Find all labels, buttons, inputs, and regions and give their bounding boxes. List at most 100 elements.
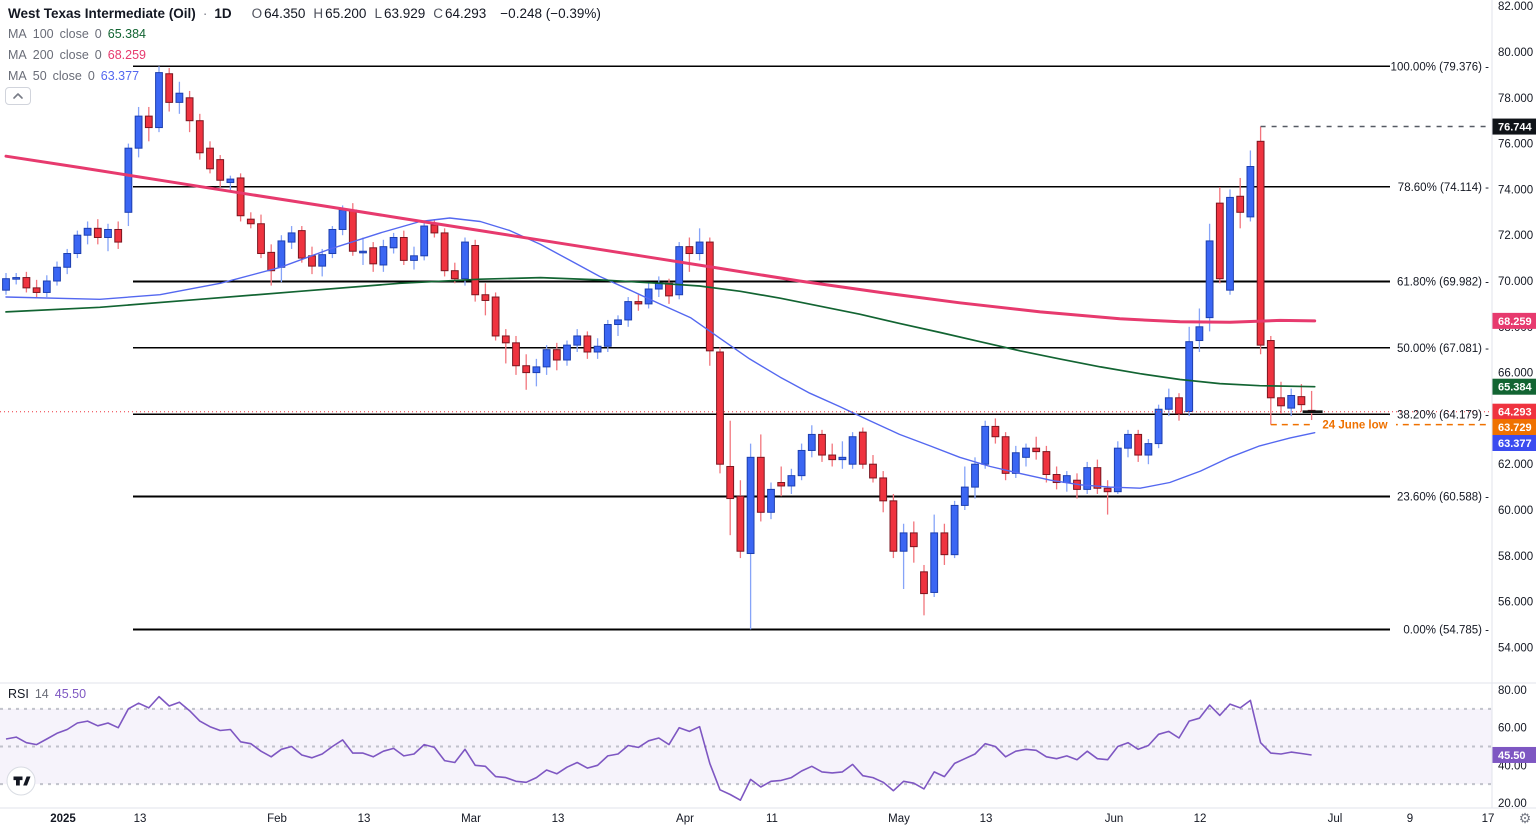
price-axis[interactable]: 82.000 80.000 78.000 76.000 74.000 72.000 70.0… [1498,1,1533,810]
svg-text:13: 13 [358,813,371,825]
svg-text:68.259: 68.259 [1498,316,1532,328]
pane-separators [0,0,1536,809]
ma-offset: 0 [94,27,102,41]
svg-text:38.20% (64.179) -: 38.20% (64.179) - [1397,409,1489,421]
close-value: 64.293 [445,6,487,21]
rsi-value: 45.50 [54,687,87,701]
timeframe[interactable]: 1D [214,6,232,21]
indicator-row-ma-100[interactable]: MA 100 close 0 65.384 [8,24,601,45]
rsi-length: 14 [34,687,49,701]
ma-50-value: 63.377 [100,69,140,83]
svg-text:11: 11 [766,813,778,825]
open-label: O [251,6,263,21]
svg-text:12: 12 [1194,813,1207,825]
svg-text:13: 13 [552,813,565,825]
svg-text:0.00% (54.785) -: 0.00% (54.785) - [1403,624,1489,636]
rsi-pane [0,695,1492,802]
symbol-title[interactable]: West Texas Intermediate (Oil) [8,6,196,21]
svg-text:2025: 2025 [50,813,76,825]
svg-text:54.000: 54.000 [1498,642,1533,654]
svg-text:61.80% (69.982) -: 61.80% (69.982) - [1397,276,1489,288]
ma-offset: 0 [94,48,102,62]
ma-name: MA [8,27,27,41]
svg-text:17: 17 [1482,813,1495,825]
svg-text:40.00: 40.00 [1498,760,1527,772]
svg-text:13: 13 [980,813,993,825]
svg-text:63.729: 63.729 [1498,422,1532,434]
svg-text:13: 13 [134,813,147,825]
symbol-title-row[interactable]: West Texas Intermediate (Oil) · 1D O 64.3… [8,3,601,24]
svg-text:76.744: 76.744 [1498,122,1533,134]
svg-text:56.000: 56.000 [1498,597,1533,609]
svg-text:60.00: 60.00 [1498,723,1527,735]
rsi-indicator-legend[interactable]: RSI 14 45.50 [8,687,86,701]
indicator-row-ma-200[interactable]: MA 200 close 0 68.259 [8,45,601,66]
svg-text:9: 9 [1407,813,1413,825]
chevron-up-icon [13,93,23,99]
low-value: 63.929 [383,6,426,21]
annotation-lines: 24 June low [0,125,1492,432]
ma-length: 200 [32,48,54,62]
price-change: −0.248 (−0.39%) [500,6,601,21]
svg-text:Jul: Jul [1328,813,1343,825]
high-label: H [313,6,324,21]
svg-text:80.000: 80.000 [1498,47,1533,59]
svg-text:58.000: 58.000 [1498,551,1533,563]
indicator-row-ma-50[interactable]: MA 50 close 0 63.377 [8,66,601,87]
svg-text:76.000: 76.000 [1498,139,1533,151]
time-axis[interactable]: 2025 13 Feb 13 Mar 13 Apr 11 May 13 Jun 12 Jul 9 17 [50,813,1494,825]
price-axis-badges: 76.744 68.259 65.384 64.293 63.729 63.377 45.5… [1492,118,1536,763]
ma-200-value: 68.259 [107,48,146,62]
title-separator: · [202,6,208,21]
svg-text:72.000: 72.000 [1498,230,1533,242]
moving-average-lines [4,154,1317,489]
svg-text:70.000: 70.000 [1498,276,1533,288]
svg-text:64.293: 64.293 [1498,407,1532,419]
ma-name: MA [8,69,27,83]
svg-text:Jun: Jun [1105,813,1124,825]
svg-text:50.00% (67.081) -: 50.00% (67.081) - [1397,343,1489,355]
svg-text:66.000: 66.000 [1498,368,1533,380]
low-label: L [374,6,382,21]
svg-text:45.50: 45.50 [1498,750,1526,762]
ma-length: 100 [32,27,54,41]
svg-text:100.00% (79.376) -: 100.00% (79.376) - [1391,61,1490,73]
svg-text:62.000: 62.000 [1498,459,1533,471]
open-value: 64.350 [264,6,306,21]
candles [2,66,1316,630]
fibonacci-labels: 100.00% (79.376) - 78.60% (74.114) - 61.80… [1391,61,1490,636]
svg-text:82.000: 82.000 [1498,1,1533,13]
svg-text:24 June low: 24 June low [1322,420,1387,432]
svg-text:65.384: 65.384 [1498,382,1533,394]
high-value: 65.200 [325,6,367,21]
ma-offset: 0 [87,69,95,83]
ohlc-values: O 64.350 H 65.200 L 63.929 C 64.293 [246,3,487,24]
ma-100-value: 65.384 [107,27,146,41]
svg-text:78.000: 78.000 [1498,93,1533,105]
svg-text:May: May [888,813,910,825]
svg-text:Feb: Feb [267,813,287,825]
ma-name: MA [8,48,27,62]
close-label: C [433,6,443,21]
svg-text:Apr: Apr [676,813,694,825]
ma-length: 50 [32,69,47,83]
legend-collapse-button[interactable] [5,87,31,105]
ma-source: close [52,69,82,83]
ma-source: close [59,27,89,41]
rsi-label: RSI [8,687,29,701]
time-axis-settings-gear-icon[interactable]: ⚙ [1518,810,1532,826]
svg-text:23.60% (60.588) -: 23.60% (60.588) - [1397,492,1489,504]
svg-text:20.00: 20.00 [1498,798,1527,810]
svg-text:80.00: 80.00 [1498,685,1527,697]
tradingview-logo-icon[interactable] [6,766,36,796]
svg-text:Mar: Mar [461,813,481,825]
svg-text:60.000: 60.000 [1498,505,1533,517]
svg-text:74.000: 74.000 [1498,184,1533,196]
fibonacci-lines [133,65,1390,631]
ma-source: close [59,48,89,62]
symbol-legend: West Texas Intermediate (Oil) · 1D O 64.3… [5,3,601,105]
svg-text:63.377: 63.377 [1498,438,1532,450]
svg-text:78.60% (74.114) -: 78.60% (74.114) - [1398,182,1489,194]
